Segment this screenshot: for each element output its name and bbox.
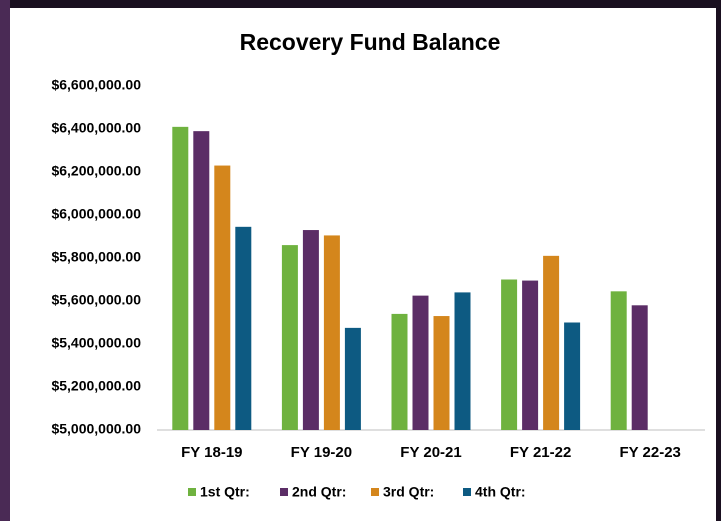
y-tick-label: $5,400,000.00 — [51, 335, 141, 351]
y-tick-label: $5,000,000.00 — [51, 421, 141, 437]
legend-swatch — [371, 488, 379, 496]
bar — [543, 255, 560, 430]
y-tick-label: $5,600,000.00 — [51, 292, 141, 308]
bar — [631, 305, 648, 430]
chart-title: Recovery Fund Balance — [240, 29, 501, 55]
bar — [522, 280, 539, 430]
bar — [610, 291, 627, 430]
legend-swatch — [188, 488, 196, 496]
bar — [214, 165, 231, 431]
legend-label: 1st Qtr: — [200, 484, 250, 500]
bar — [454, 292, 471, 430]
bar — [281, 245, 298, 430]
bar — [391, 313, 408, 430]
legend-label: 4th Qtr: — [475, 484, 526, 500]
chart-background — [10, 8, 716, 521]
x-tick-label: FY 21-22 — [510, 444, 571, 461]
bar — [501, 279, 518, 430]
y-tick-label: $6,400,000.00 — [51, 120, 141, 136]
x-tick-label: FY 19-20 — [291, 444, 352, 461]
bar — [433, 316, 450, 430]
x-tick-label: FY 18-19 — [181, 444, 242, 461]
legend-label: 2nd Qtr: — [292, 484, 346, 500]
y-tick-label: $6,600,000.00 — [51, 77, 141, 93]
y-tick-label: $6,000,000.00 — [51, 206, 141, 222]
x-tick-label: FY 22-23 — [619, 444, 680, 461]
y-tick-label: $6,200,000.00 — [51, 163, 141, 179]
y-tick-label: $5,800,000.00 — [51, 249, 141, 265]
bar — [302, 230, 319, 430]
legend-swatch — [463, 488, 471, 496]
legend-label: 3rd Qtr: — [383, 484, 434, 500]
y-tick-label: $5,200,000.00 — [51, 378, 141, 394]
bar — [172, 126, 189, 430]
bar — [344, 327, 361, 430]
bar — [564, 322, 581, 430]
frame-left — [0, 0, 10, 521]
bar — [323, 235, 340, 430]
bar — [193, 131, 210, 430]
legend-swatch — [280, 488, 288, 496]
bar — [235, 226, 252, 430]
x-tick-label: FY 20-21 — [400, 444, 461, 461]
bar — [412, 295, 429, 430]
